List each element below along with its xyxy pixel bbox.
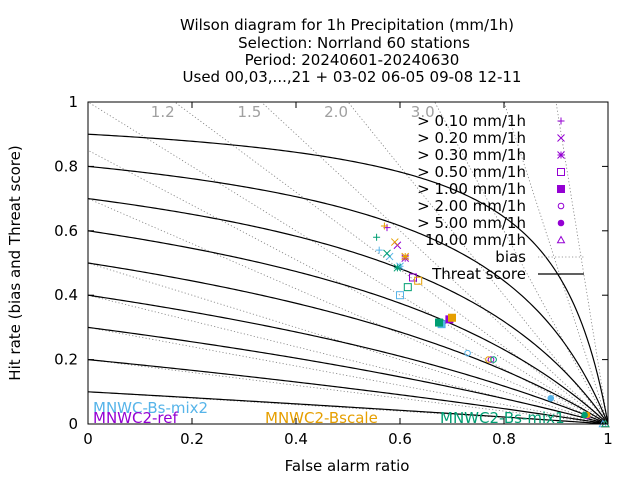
y-tick-label: 0.6 (54, 222, 78, 240)
y-tick-label: 1 (68, 93, 78, 111)
bias-label: 1.2 (151, 103, 175, 121)
bias-label: 3.0 (411, 103, 435, 121)
legend-marker (557, 219, 565, 227)
threat-score-curve (88, 391, 608, 424)
bias-line (88, 198, 608, 424)
data-point (393, 263, 402, 272)
x-tick-label: 0.6 (388, 430, 412, 448)
series-label: MNWC2-Bscale (265, 409, 378, 427)
bias-line (88, 359, 608, 424)
data-point (375, 246, 383, 254)
x-axis-label: False alarm ratio (285, 457, 410, 475)
title-line-4: Used 00,03,...,21 + 03-02 06-05 09-08 12… (183, 68, 522, 86)
data-point (414, 276, 423, 285)
threat-score-curve (88, 294, 608, 424)
plot-frame (87, 101, 609, 425)
data-point (373, 233, 381, 241)
y-tick-label: 0.4 (54, 286, 78, 304)
threat-score-curve (88, 359, 608, 424)
legend-marker (556, 235, 566, 244)
title-line-2: Selection: Norrland 60 stations (238, 34, 470, 52)
x-axis-ticks: 0 0.2 0.4 0.6 0.8 1 (83, 102, 613, 448)
legend-entry-label: > 5.00 mm/1h (417, 214, 526, 232)
series-label: MNWC-Bs-mix2 (93, 399, 208, 417)
x-tick-label: 0.2 (180, 430, 204, 448)
x-tick-label: 0.8 (492, 430, 516, 448)
legend-marker (557, 134, 565, 142)
y-tick-label: 0 (68, 415, 78, 433)
data-point (547, 394, 555, 402)
bias-labels: 1.2 1.5 2.0 3.0 (151, 103, 435, 121)
legend-marker (557, 117, 565, 125)
legend-marker (557, 185, 565, 193)
data-point (390, 238, 399, 246)
data-point (448, 313, 456, 322)
bias-line (88, 102, 608, 424)
legend-entry-label: > 0.10 mm/1h (417, 112, 526, 130)
bias-line (173, 102, 608, 424)
legend-marker (557, 168, 565, 176)
threat-score-curve (88, 198, 608, 424)
chart-title: Wilson diagram for 1h Precipitation (mm/… (180, 16, 521, 86)
threat-score-curve (88, 326, 608, 424)
legend-entry-label: > 0.30 mm/1h (417, 146, 526, 164)
bias-label: 2.0 (324, 103, 348, 121)
threat-score-curve (88, 230, 608, 424)
y-tick-label: 0.2 (54, 351, 78, 369)
data-point (380, 222, 388, 230)
series-label: MNWC2-Bs-mix1 (440, 409, 565, 427)
title-line-1: Wilson diagram for 1h Precipitation (mm/… (180, 16, 514, 34)
legend-entry-label: > 1.00 mm/1h (417, 180, 526, 198)
title-line-3: Period: 20240601-20240630 (245, 51, 460, 69)
data-point (403, 283, 412, 292)
legend-marker (557, 151, 565, 159)
x-tick-label: 1 (603, 430, 613, 448)
legend-entry-label: > 0.20 mm/1h (417, 129, 526, 147)
y-axis-label: Hit rate (bias and Threat score) (6, 145, 24, 380)
data-point (383, 249, 391, 258)
data-point (396, 291, 404, 300)
bias-line (88, 149, 608, 424)
legend: > 0.10 mm/1h> 0.20 mm/1h> 0.30 mm/1h> 0.… (417, 112, 584, 283)
threat-score-curve (88, 133, 608, 424)
y-axis-ticks: 0 0.2 0.4 0.6 0.8 1 (54, 93, 608, 433)
y-tick-label: 0.8 (54, 157, 78, 175)
data-point (401, 252, 410, 261)
x-tick-label: 0.4 (284, 430, 308, 448)
legend-entry-label: > 2.00 mm/1h (417, 197, 526, 215)
bias-label: 1.5 (237, 103, 261, 121)
data-point (464, 349, 471, 357)
data-point (487, 356, 495, 363)
threat-score-curves (88, 133, 608, 424)
legend-marker (557, 202, 565, 210)
x-tick-label: 0 (83, 430, 93, 448)
legend-bias-label: bias (495, 248, 526, 266)
data-point (396, 262, 404, 271)
data-point (490, 356, 497, 363)
legend-entry-label: > 0.50 mm/1h (417, 163, 526, 181)
legend-threat-score-label: Threat score (431, 265, 526, 283)
threat-score-curve (88, 165, 608, 424)
data-point (435, 318, 443, 327)
data-point (581, 411, 588, 419)
series-label: MNWC2-ref (93, 409, 178, 427)
legend-entry-label: 10.00 mm/1h (425, 231, 526, 249)
threat-score-curve (88, 262, 608, 424)
